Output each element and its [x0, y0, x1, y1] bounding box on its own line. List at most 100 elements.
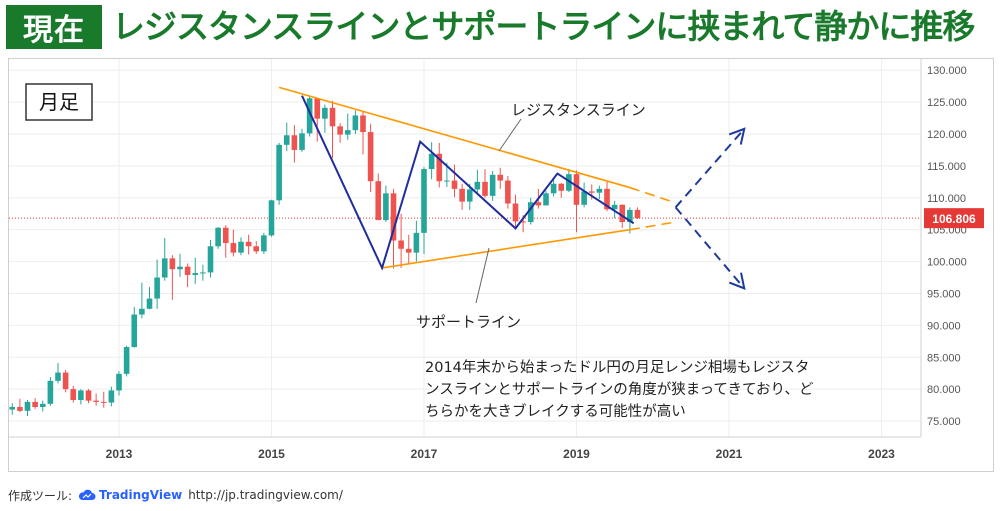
candle-body	[39, 403, 46, 408]
candle-body	[566, 174, 572, 191]
candle-body	[466, 189, 473, 202]
arrow-head-icon	[728, 127, 746, 145]
candle-body	[154, 277, 160, 299]
candle-body	[451, 180, 458, 189]
support-label: サポートライン	[416, 313, 521, 331]
analysis-comment-line: ちらかを大きブレイクする可能性が高い	[425, 402, 686, 420]
candle-body	[573, 174, 580, 205]
chart-frame: 75.000 80.000 85.000 90.000 95.000 100.000 105…	[8, 58, 994, 472]
candle-body	[436, 153, 443, 182]
candle-body	[116, 373, 122, 391]
analysis-comment-line: ンスラインとサポートラインの角度が狭まってきており、ど	[425, 381, 814, 398]
candle-body	[360, 115, 366, 133]
price-chart[interactable]: 75.00080.00085.00090.00095.000100.000105…	[9, 59, 993, 471]
y-tick-label: 80.000	[927, 384, 961, 396]
candle-body	[177, 266, 183, 270]
candle-body	[139, 308, 145, 315]
candle-body	[550, 183, 557, 194]
footer: 作成ツール: TradingView http://jp.tradingview…	[8, 485, 343, 505]
candle-body	[55, 372, 61, 381]
candle-body	[520, 221, 526, 223]
breakout-arrow-line	[674, 128, 746, 209]
candle-body	[9, 407, 16, 410]
candle-body	[85, 390, 92, 401]
candle-body	[634, 209, 641, 219]
candle-body	[489, 174, 496, 196]
candle-body	[108, 390, 115, 403]
candle-body	[268, 200, 275, 236]
x-tick-label: 2017	[411, 447, 438, 461]
candle-body	[47, 380, 54, 404]
current-price-value: 106.806	[932, 212, 976, 226]
y-tick-label: 85.000	[927, 352, 961, 364]
x-tick-label: 2021	[716, 447, 743, 461]
candle-body	[192, 273, 199, 275]
candle-body	[558, 183, 565, 191]
candle-body	[215, 227, 221, 247]
candle-body	[604, 188, 610, 210]
candle-body	[337, 126, 343, 135]
candle-body	[100, 401, 107, 403]
candle-body	[405, 248, 412, 253]
candle-body	[596, 188, 603, 193]
candle-body	[383, 193, 389, 221]
candle-body	[322, 107, 328, 119]
candle-body	[283, 135, 290, 145]
tradingview-logo[interactable]: TradingView	[78, 488, 182, 502]
status-badge: 現在	[6, 5, 102, 49]
y-tick-label: 120.000	[927, 129, 967, 141]
candle-body	[421, 169, 427, 233]
candle-body	[413, 232, 420, 253]
y-tick-label: 90.000	[927, 320, 961, 332]
y-tick-label: 125.000	[927, 97, 967, 109]
current-price-badge	[924, 208, 984, 229]
candle-body	[17, 407, 23, 411]
tool-label: 作成ツール:	[8, 488, 73, 503]
timeframe-box	[25, 83, 93, 121]
resistance-line	[278, 86, 631, 189]
candle-body	[70, 389, 77, 400]
candle-body	[123, 347, 130, 374]
analysis-comment-line: 2014年末から始まったドル円の月足レンジ相場もレジスタ	[425, 359, 809, 376]
source-url[interactable]: http://jp.tradingview.com/	[188, 488, 343, 502]
y-tick-label: 75.000	[927, 416, 961, 428]
y-tick-label: 110.000	[927, 193, 966, 205]
candle-body	[276, 144, 282, 201]
candle-body	[306, 98, 313, 134]
tradingview-name: TradingView	[99, 488, 183, 502]
timeframe-label: 月足	[39, 90, 79, 114]
candle-body	[367, 132, 374, 182]
candle-body	[505, 180, 511, 204]
candle-body	[527, 202, 534, 223]
breakout-arrow-line	[674, 206, 746, 290]
candle-body	[512, 203, 519, 222]
y-tick-label: 130.000	[927, 65, 967, 77]
candle-body	[291, 135, 298, 150]
candle-body	[344, 130, 351, 135]
candle-body	[200, 272, 206, 274]
x-tick-label: 2019	[563, 447, 590, 461]
candle-body	[375, 181, 382, 221]
page-title: レジスタンスラインとサポートラインに挟まれて静かに推移	[112, 7, 975, 46]
x-tick-label: 2015	[258, 447, 285, 461]
candle-body	[459, 188, 465, 202]
arrow-head-icon	[728, 272, 746, 290]
y-tick-label: 95.000	[927, 288, 961, 300]
candle-body	[535, 202, 542, 206]
candle-body	[222, 227, 229, 244]
resistance-projection	[629, 186, 676, 204]
candle-body	[169, 258, 176, 270]
candle-body	[398, 240, 404, 249]
candle-body	[428, 153, 435, 170]
x-tick-label: 2013	[106, 447, 133, 461]
candle-body	[299, 133, 305, 150]
candle-body	[611, 204, 618, 210]
candle-body	[207, 246, 214, 273]
candle-body	[627, 209, 633, 223]
support-callout-line	[475, 247, 490, 304]
candle-body	[238, 241, 244, 253]
x-tick-label: 2023	[868, 447, 895, 461]
candle-body	[161, 258, 168, 278]
y-tick-label: 115.000	[927, 161, 966, 173]
candle-body	[444, 180, 450, 182]
